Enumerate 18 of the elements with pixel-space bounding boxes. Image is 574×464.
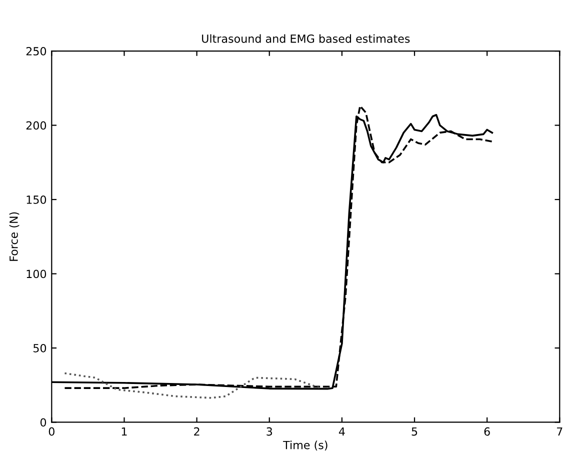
y-axis-title: Force (N) bbox=[9, 212, 20, 261]
chart-title: Ultrasound and EMG based estimates bbox=[202, 34, 410, 43]
y-tick-label: 100 bbox=[26, 270, 46, 278]
x-tick-label: 7 bbox=[557, 427, 562, 436]
x-tick-label: 3 bbox=[266, 427, 272, 436]
x-tick-label: 2 bbox=[194, 427, 200, 436]
y-tick-label: 0 bbox=[40, 418, 46, 427]
x-tick-label: 4 bbox=[338, 427, 345, 436]
x-tick-label: 1 bbox=[122, 427, 127, 436]
x-tick-label: 0 bbox=[48, 427, 54, 436]
x-tick-label: 5 bbox=[412, 427, 418, 436]
line-series bbox=[64, 372, 322, 399]
x-tick-label: 6 bbox=[484, 427, 490, 436]
y-tick-label: 200 bbox=[26, 121, 46, 130]
y-tick-label: 50 bbox=[34, 344, 46, 352]
y-tick-label: 250 bbox=[26, 47, 46, 56]
x-axis-title: Time (s) bbox=[283, 440, 328, 451]
y-tick-label: 150 bbox=[26, 195, 46, 204]
